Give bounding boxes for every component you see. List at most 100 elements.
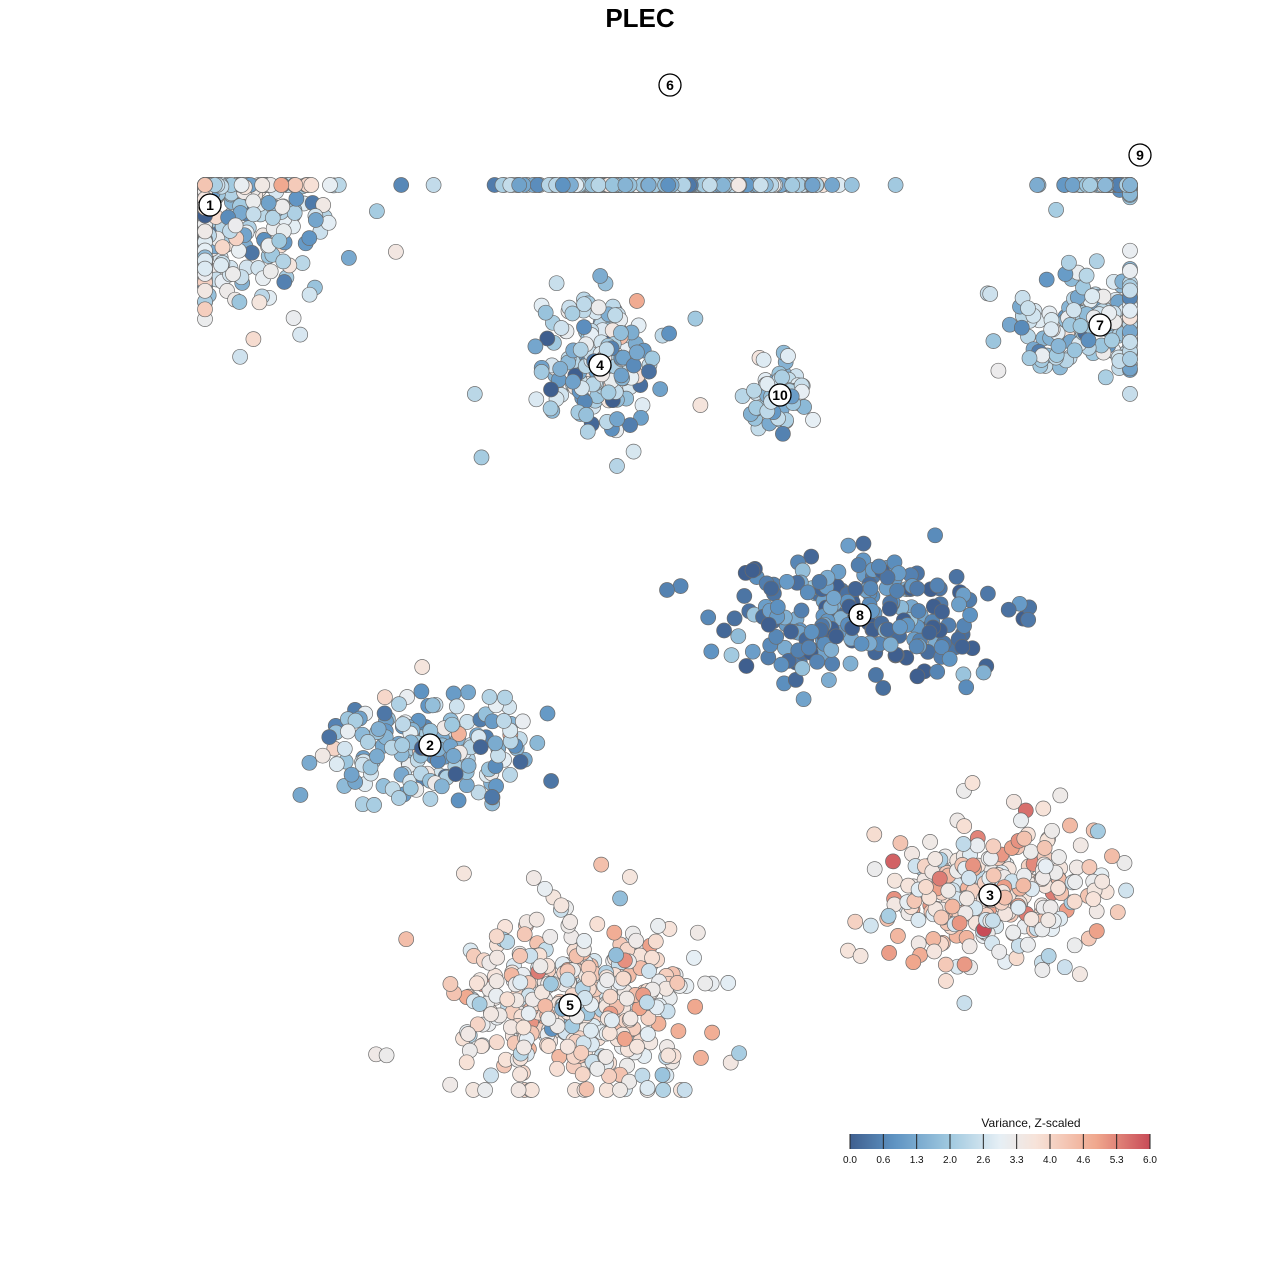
data-point-cluster-5 [469, 975, 485, 992]
data-point-cluster-3 [985, 838, 1002, 855]
data-point-cluster-5 [483, 1067, 499, 1084]
cluster-badge [978, 883, 1002, 907]
data-point-cluster-4 [661, 325, 677, 342]
data-point-cluster-2 [529, 735, 546, 751]
data-point-cluster-1 [197, 301, 213, 318]
data-point-cluster-2 [447, 766, 464, 782]
data-point-cluster-5 [687, 998, 703, 1015]
data-point-cluster-3 [892, 835, 909, 851]
data-point-cluster-3 [1118, 882, 1134, 899]
data-point-cluster-1 [287, 177, 304, 193]
legend-tick-label: 4.6 [1076, 1155, 1090, 1166]
data-point-cluster-5 [602, 988, 619, 1005]
data-point-cluster-5 [598, 1048, 614, 1065]
data-point-cluster-3 [1056, 959, 1073, 976]
data-point-cluster-7 [1078, 267, 1095, 284]
data-point-cluster-6 [660, 177, 677, 193]
data-point-cluster-5 [720, 975, 737, 991]
data-point-cluster-5 [523, 1082, 540, 1098]
data-point-cluster-2 [445, 685, 462, 702]
data-point-cluster-4 [609, 458, 625, 474]
legend-tick-label: 0.6 [876, 1155, 890, 1166]
data-point-cluster-5 [704, 1024, 720, 1041]
cluster-label-1: 1 [198, 193, 222, 217]
data-point-cluster-10 [746, 382, 762, 399]
data-point-cluster-4 [542, 400, 559, 417]
data-point-cluster-2 [539, 705, 556, 722]
data-point-cluster-4 [533, 364, 550, 380]
data-point-cluster-8 [744, 562, 761, 579]
data-point-cluster-7 [1104, 332, 1120, 349]
data-point-cluster-3 [991, 943, 1008, 960]
data-point-cluster-7 [1122, 263, 1138, 279]
data-point-cluster-1 [262, 263, 279, 280]
data-point-cluster-8 [1020, 611, 1037, 628]
data-point-cluster-1 [303, 177, 320, 193]
data-point-cluster-2 [336, 740, 353, 757]
data-point-cluster-2 [512, 753, 529, 770]
data-point-cluster-8 [716, 622, 732, 639]
data-point-cluster-3 [937, 956, 954, 973]
data-point-cluster-5 [608, 947, 624, 963]
data-point-cluster-5 [456, 865, 472, 882]
cluster-label-2: 2 [418, 733, 442, 757]
data-point-cluster-4 [629, 293, 645, 309]
data-point-cluster-1 [322, 177, 338, 193]
data-point-cluster-8 [726, 610, 743, 627]
data-point-cluster-2 [301, 754, 318, 771]
data-point-cluster-5 [697, 975, 714, 992]
data-point-cluster-4 [543, 381, 559, 398]
data-point-cluster-4 [473, 449, 490, 466]
data-point-cluster-5 [469, 1016, 486, 1033]
data-point-cluster-7 [1021, 350, 1038, 367]
data-point-cluster-5 [471, 996, 488, 1012]
data-point-cluster-3 [1037, 858, 1054, 875]
data-point-cluster-1 [315, 197, 332, 213]
data-point-cluster-1 [197, 260, 213, 277]
data-point-cluster-6 [617, 177, 634, 193]
data-point-cluster-1 [393, 177, 410, 193]
data-point-cluster-5 [612, 1082, 628, 1098]
data-point-cluster-3 [1104, 848, 1120, 865]
legend-tick-label: 2.0 [943, 1155, 957, 1166]
data-point-cluster-8 [795, 691, 812, 708]
data-point-cluster-5 [488, 928, 505, 945]
cluster-label-text: 9 [1136, 147, 1144, 163]
data-point-cluster-3 [926, 943, 943, 960]
cluster-label-text: 6 [666, 77, 674, 93]
data-point-cluster-3 [1040, 912, 1057, 928]
data-point-cluster-8 [730, 628, 747, 645]
data-point-cluster-2 [472, 739, 489, 755]
data-point-cluster-8 [934, 603, 950, 620]
cluster-label-text: 7 [1096, 317, 1104, 333]
data-point-cluster-5 [483, 1006, 499, 1022]
data-point-cluster-3 [1052, 787, 1069, 804]
data-point-cluster-1 [294, 255, 311, 271]
data-point-cluster-5 [583, 1022, 599, 1039]
data-point-cluster-8 [760, 616, 777, 633]
data-point-cluster-6 [511, 177, 528, 193]
data-point-cluster-7 [1122, 386, 1138, 402]
data-point-cluster-3 [1066, 893, 1083, 910]
data-point-cluster-2 [343, 766, 360, 783]
data-point-cluster-4 [579, 423, 596, 440]
legend-colorbar [850, 1134, 1150, 1149]
cluster-badge [658, 73, 682, 97]
data-point-cluster-2 [391, 696, 407, 712]
data-point-cluster-3 [927, 851, 944, 867]
data-point-cluster-8 [879, 569, 896, 586]
data-point-cluster-7 [982, 286, 999, 302]
data-point-cluster-5 [540, 1038, 557, 1054]
data-point-cluster-7 [1013, 319, 1030, 336]
data-point-cluster-3 [964, 775, 981, 791]
data-point-cluster-2 [450, 792, 467, 809]
data-point-cluster-2 [366, 797, 382, 813]
data-point-cluster-1 [260, 195, 277, 211]
data-point-cluster-5 [601, 1025, 618, 1042]
data-point-cluster-3 [1036, 840, 1053, 856]
data-point-cluster-3 [961, 938, 978, 955]
data-point-cluster-4 [613, 367, 630, 384]
data-point-cluster-2 [402, 780, 419, 797]
data-point-cluster-3 [1109, 904, 1126, 921]
data-point-cluster-2 [481, 689, 498, 705]
